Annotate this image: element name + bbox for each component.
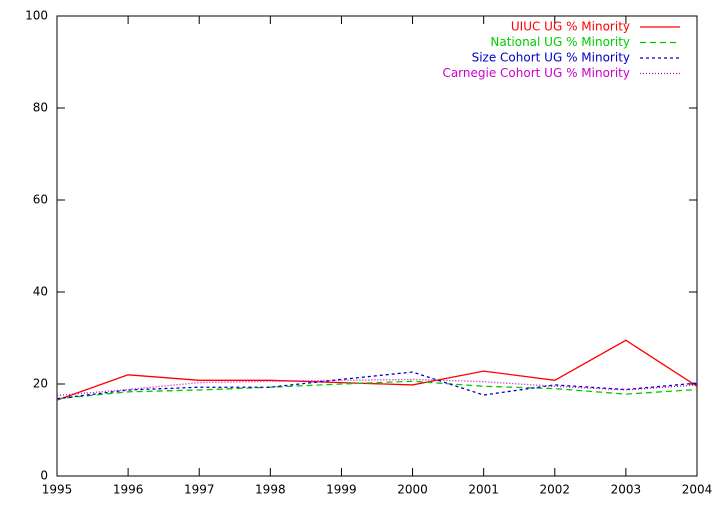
x-tick-label: 1998 — [255, 483, 286, 497]
y-tick-label: 20 — [33, 377, 48, 391]
x-tick-label: 1999 — [326, 483, 357, 497]
y-tick-label: 60 — [33, 193, 48, 207]
y-tick-label: 0 — [40, 469, 48, 483]
x-tick-label: 2003 — [611, 483, 642, 497]
series-line — [56, 378, 698, 397]
x-tick-label: 2002 — [540, 483, 571, 497]
x-tick-label: 1996 — [113, 483, 144, 497]
y-tick-label: 100 — [25, 9, 48, 23]
plot-frame — [56, 15, 698, 477]
legend-label: Size Cohort UG % Minority — [472, 51, 630, 65]
legend-label: Carnegie Cohort UG % Minority — [442, 66, 630, 80]
x-tick-label: 1995 — [42, 483, 73, 497]
x-tick-label: 2001 — [468, 483, 499, 497]
legend-label: UIUC UG % Minority — [511, 20, 630, 34]
x-tick-label: 2000 — [397, 483, 428, 497]
series-line — [56, 380, 698, 400]
y-tick-label: 80 — [33, 101, 48, 115]
series-line — [56, 339, 698, 401]
x-tick-label: 1997 — [184, 483, 215, 497]
x-tick-label: 2004 — [682, 483, 713, 497]
legend-label: National UG % Minority — [490, 35, 630, 49]
y-tick-label: 40 — [33, 285, 48, 299]
